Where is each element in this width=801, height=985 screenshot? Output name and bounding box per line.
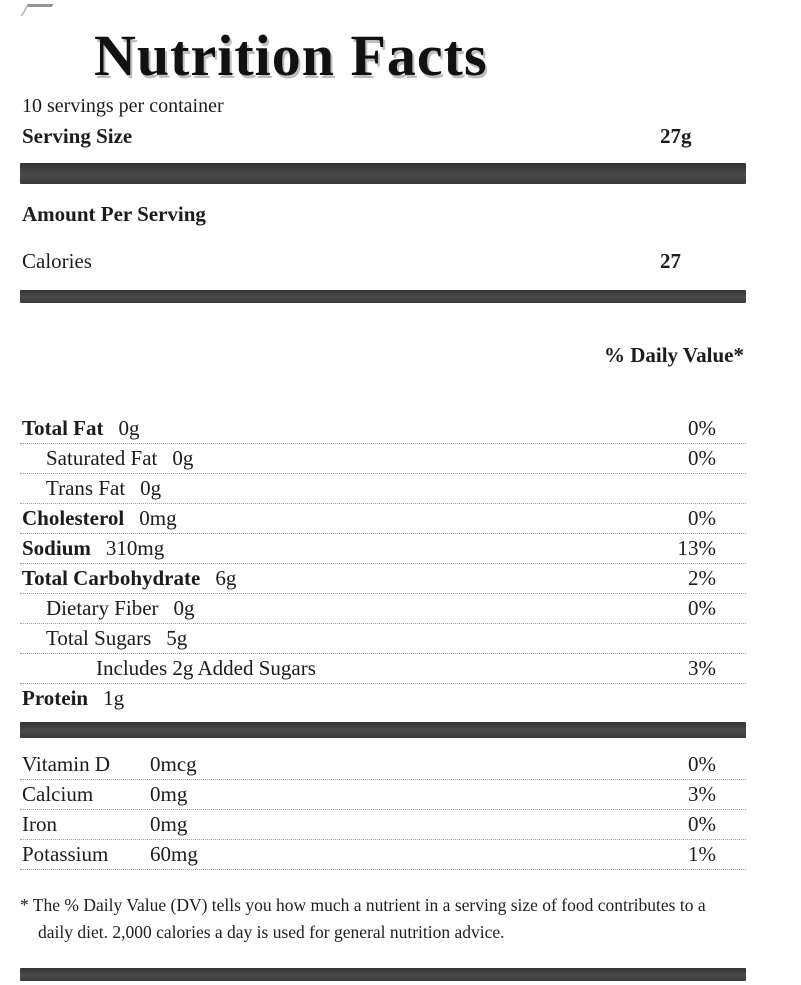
nutrient-name: Cholesterol bbox=[22, 505, 125, 530]
nutrient-amount: 0g bbox=[172, 445, 194, 470]
nutrient-row: Protein 1g bbox=[20, 684, 746, 714]
nutrient-name: Sodium bbox=[22, 535, 91, 560]
label-content: Nutrition Facts 10 servings per containe… bbox=[20, 0, 746, 982]
label-header: Nutrition Facts bbox=[20, 0, 746, 89]
serving-size-row: Serving Size 27g bbox=[22, 124, 746, 149]
nutrient-name: Dietary Fiber bbox=[46, 595, 159, 620]
daily-value-percent: 1% bbox=[688, 841, 716, 866]
daily-value-header: % Daily Value* bbox=[603, 342, 744, 367]
nutrient-amount: 0mg bbox=[150, 781, 188, 806]
nutrient-row: Total Fat 0g 0% bbox=[20, 414, 746, 444]
daily-value-percent: 2% bbox=[688, 565, 716, 590]
nutrient-amount: 0mg bbox=[150, 811, 188, 836]
daily-value-percent: 0% bbox=[688, 505, 716, 530]
thick-divider-micronutrients bbox=[20, 721, 746, 738]
nutrient-name-amount: Calcium 0mg bbox=[20, 780, 187, 809]
amount-per-serving-heading: Amount Per Serving bbox=[22, 201, 206, 226]
nutrient-name-amount: Saturated Fat 0g bbox=[20, 444, 193, 473]
daily-value-percent: 13% bbox=[677, 535, 717, 560]
daily-value-percent: 0% bbox=[688, 595, 716, 620]
nutrient-name: Includes 2g Added Sugars bbox=[96, 655, 316, 680]
thick-divider-top bbox=[20, 162, 746, 184]
serving-size-value: 27g bbox=[660, 123, 692, 148]
nutrient-amount: 0g bbox=[140, 475, 162, 500]
nutrient-name-amount: Dietary Fiber 0g bbox=[20, 594, 195, 623]
daily-value-percent: 0% bbox=[688, 445, 716, 470]
nutrient-row: Cholesterol 0mg 0% bbox=[20, 504, 746, 534]
nutrient-row: Sodium 310mg 13% bbox=[20, 534, 746, 564]
nutrient-name-amount: Potassium 60mg bbox=[20, 840, 198, 869]
nutrient-name: Trans Fat bbox=[46, 475, 126, 500]
nutrient-amount: 0g bbox=[173, 595, 195, 620]
nutrient-name: Total Fat bbox=[22, 415, 104, 440]
daily-value-percent: 3% bbox=[688, 781, 716, 806]
daily-value-footnote: * The % Daily Value (DV) tells you how m… bbox=[20, 894, 706, 943]
micro-row: Calcium 0mg 3% bbox=[20, 780, 746, 810]
nutrient-amount: 0g bbox=[118, 415, 140, 440]
nutrient-row: Dietary Fiber 0g 0% bbox=[20, 594, 746, 624]
label-title: Nutrition Facts bbox=[94, 23, 488, 88]
nutrient-amount: 0mg bbox=[139, 505, 177, 530]
nutrient-name: Potassium bbox=[22, 841, 109, 866]
nutrient-amount: 310mg bbox=[105, 535, 165, 560]
nutrient-row: Includes 2g Added Sugars 3% bbox=[20, 654, 746, 684]
nutrient-rows: Total Fat 0g 0% Saturated Fat 0g 0% Trans Fat 0… bbox=[20, 414, 746, 714]
nutrient-row: Trans Fat 0g bbox=[20, 474, 746, 504]
nutrient-amount: 6g bbox=[215, 565, 237, 590]
calories-label: Calories bbox=[22, 248, 92, 273]
nutrient-amount: 1g bbox=[103, 685, 125, 710]
daily-value-percent: 0% bbox=[688, 811, 716, 836]
nutrient-row: Saturated Fat 0g 0% bbox=[20, 444, 746, 474]
nutrient-amount: 5g bbox=[166, 625, 188, 650]
daily-value-percent: 0% bbox=[688, 415, 716, 440]
serving-size-label: Serving Size bbox=[22, 123, 133, 148]
nutrient-name-amount: Protein 1g bbox=[20, 684, 124, 713]
nutrient-row: Total Carbohydrate 6g 2% bbox=[20, 564, 746, 594]
nutrient-name-amount: Total Fat 0g bbox=[20, 414, 139, 443]
nutrient-name-amount: Total Sugars 5g bbox=[20, 624, 187, 653]
nutrient-name: Iron bbox=[22, 811, 57, 836]
daily-value-percent: 3% bbox=[688, 655, 716, 680]
nutrient-name-amount: Cholesterol 0mg bbox=[20, 504, 177, 533]
nutrient-name-amount: Trans Fat 0g bbox=[20, 474, 161, 503]
nutrient-name: Protein bbox=[22, 685, 89, 710]
nutrient-name-amount: Includes 2g Added Sugars bbox=[20, 654, 316, 683]
nutrient-amount: 60mg bbox=[150, 841, 198, 866]
nutrient-name-amount: Iron 0mg bbox=[20, 810, 187, 839]
micro-row: Vitamin D 0mcg 0% bbox=[20, 750, 746, 780]
nutrient-name: Saturated Fat bbox=[46, 445, 158, 470]
nutrient-name-amount: Total Carbohydrate 6g bbox=[20, 564, 236, 593]
micro-row: Iron 0mg 0% bbox=[20, 810, 746, 840]
thick-divider-calories bbox=[20, 289, 746, 303]
thick-divider-bottom bbox=[20, 968, 746, 982]
daily-value-percent: 0% bbox=[688, 751, 716, 776]
calories-value: 27 bbox=[660, 248, 681, 273]
servings-per-container: 10 servings per container bbox=[22, 94, 224, 117]
nutrient-name: Total Sugars bbox=[46, 625, 152, 650]
nutrient-name-amount: Sodium 310mg bbox=[20, 534, 164, 563]
nutrient-name: Total Carbohydrate bbox=[22, 565, 201, 590]
nutrient-name: Vitamin D bbox=[22, 751, 110, 776]
micronutrient-rows: Vitamin D 0mcg 0% Calcium 0mg 3% Iron 0mg 0% Pota… bbox=[20, 750, 746, 870]
nutrient-name: Calcium bbox=[22, 781, 94, 806]
nutrient-amount: 0mcg bbox=[150, 751, 197, 776]
nutrient-name-amount: Vitamin D 0mcg bbox=[20, 750, 197, 779]
calories-row: Calories 27 bbox=[22, 249, 746, 274]
nutrient-row: Total Sugars 5g bbox=[20, 624, 746, 654]
micro-row: Potassium 60mg 1% bbox=[20, 840, 746, 870]
